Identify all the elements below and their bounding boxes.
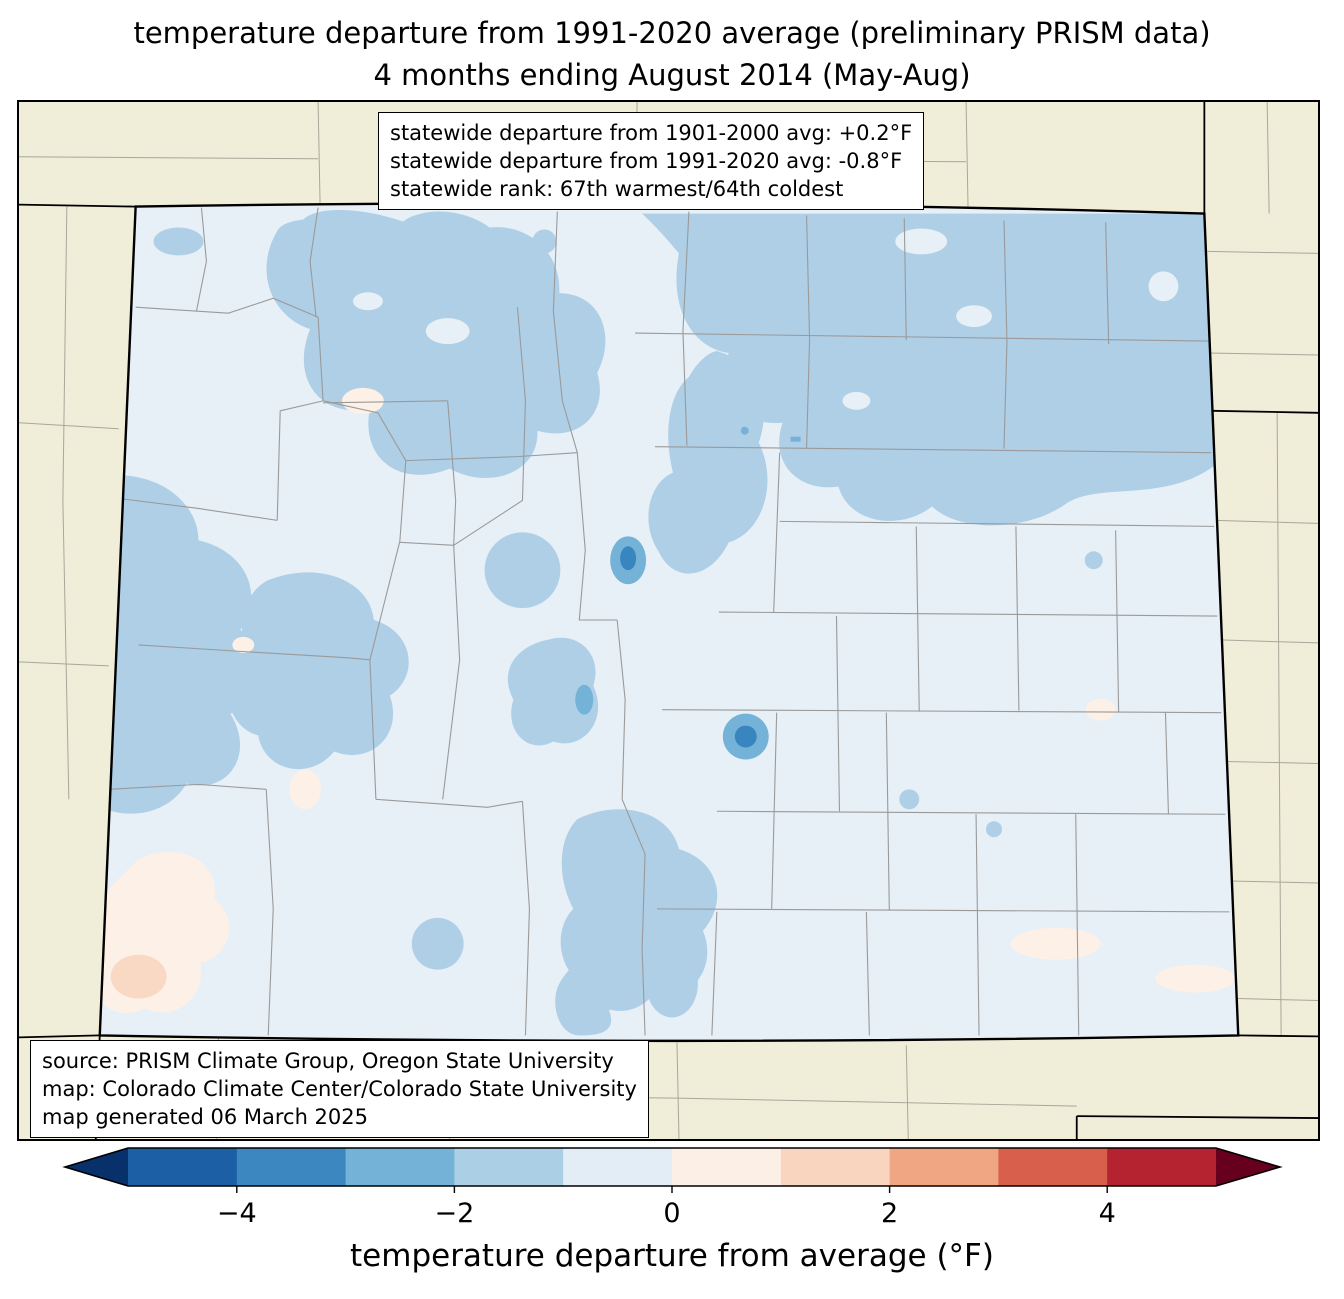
stats-line: statewide rank: 67th warmest/64th coldes… [390,177,844,201]
colorbar-segment [454,1148,564,1186]
colorbar-segment [780,1148,891,1186]
colorbar-segment [889,1148,999,1186]
colorbar-left-arrow [65,1148,128,1186]
colorbar-segment [1107,1148,1217,1186]
colorbar: −4 −2 0 2 4 [0,1146,1344,1234]
source-line: map: Colorado Climate Center/Colorado St… [42,1077,637,1101]
source-box: source: PRISM Climate Group, Oregon Stat… [30,1040,649,1138]
stats-box: statewide departure from 1901-2000 avg: … [378,112,925,210]
stats-line: statewide departure from 1901-2000 avg: … [390,121,913,145]
colorbar-segment [345,1148,455,1186]
source-line: source: PRISM Climate Group, Oregon Stat… [42,1049,614,1073]
colorbar-label: temperature departure from average (°F) [350,1238,994,1274]
map-title: temperature departure from 1991-2020 ave… [0,12,1344,96]
county-lines [108,207,1230,1036]
title-line-2: 4 months ending August 2014 (May-Aug) [373,58,971,92]
temperature-anomaly-blobs [99,210,1236,1036]
colorbar-segment [672,1148,782,1186]
stats-line: statewide departure from 1991-2020 avg: … [390,149,903,173]
colorbar-tick-label: 0 [663,1198,680,1229]
colorbar-tick-label: 2 [881,1198,898,1229]
colorbar-segment [236,1148,347,1186]
map-svg [19,102,1318,1139]
map-area: statewide departure from 1901-2000 avg: … [17,100,1320,1141]
colorbar-tick-label: −4 [217,1198,257,1229]
colorbar-segment [128,1148,238,1186]
colorbar-segment [563,1148,673,1186]
colorbar-outline [62,1147,1283,1187]
colorbar-tick-label: 4 [1099,1198,1116,1229]
source-line: map generated 06 March 2025 [42,1105,369,1129]
colorbar-svg: −4 −2 0 2 4 [62,1147,1283,1229]
colorbar-right-arrow [1216,1148,1280,1186]
colorbar-tick-label: −2 [434,1198,474,1229]
colorbar-segment [998,1148,1108,1186]
title-line-1: temperature departure from 1991-2020 ave… [133,16,1211,50]
